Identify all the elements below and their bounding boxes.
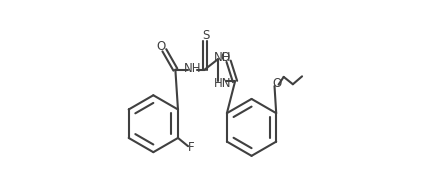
- Text: NH: NH: [214, 51, 231, 65]
- Text: O: O: [156, 40, 165, 53]
- Text: O: O: [221, 51, 230, 64]
- Text: S: S: [202, 29, 209, 42]
- Text: F: F: [188, 141, 195, 154]
- Text: O: O: [272, 77, 281, 90]
- Text: NH: NH: [184, 62, 201, 75]
- Text: HN: HN: [213, 77, 231, 90]
